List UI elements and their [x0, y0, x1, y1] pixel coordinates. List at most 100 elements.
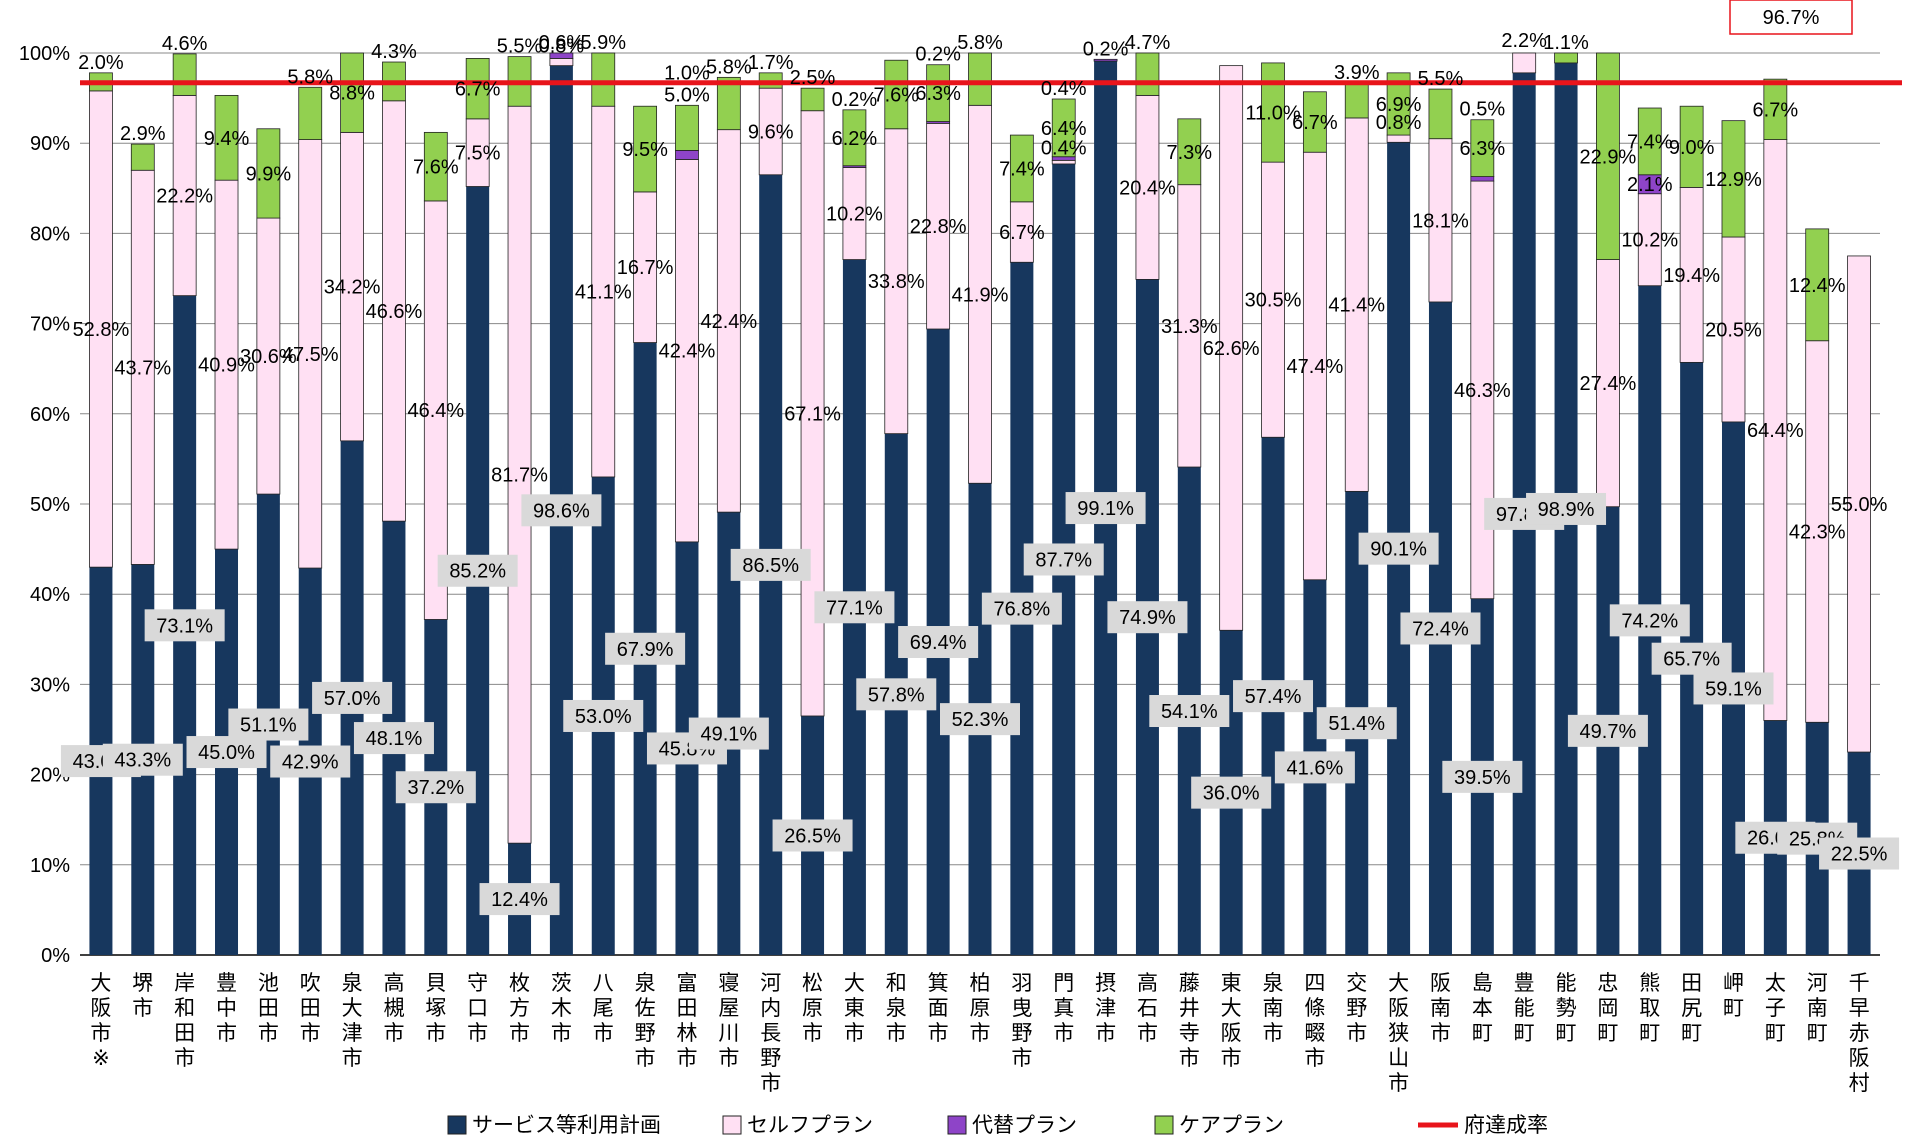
- data-label-self: 41.9%: [952, 284, 1009, 306]
- category-label-char: 曳: [1011, 996, 1032, 1020]
- data-label-care: 5.0%: [664, 84, 710, 106]
- category-label-char: ※: [92, 1046, 110, 1070]
- data-label-care: 9.5%: [622, 139, 668, 161]
- data-label-bg: [1274, 751, 1355, 784]
- bar-segment: [675, 104, 699, 151]
- category-label-char: 貝: [425, 971, 446, 995]
- data-label-bg: [940, 703, 1020, 736]
- category-label-char: 津: [1095, 996, 1116, 1020]
- data-label-bg: [395, 771, 476, 804]
- data-label-alt: 0.5%: [1460, 99, 1506, 121]
- category-label-char: 槻: [383, 996, 404, 1020]
- bar-segment: [926, 64, 951, 122]
- data-label-bg: [1567, 714, 1648, 747]
- data-label-self: 7.5%: [455, 143, 501, 165]
- category-label-char: 市: [1137, 1021, 1158, 1045]
- data-label-care: 9.9%: [246, 163, 292, 185]
- data-label-alt: 1.0%: [664, 62, 710, 84]
- data-label-service: 54.1%: [1161, 701, 1218, 723]
- bar-segment: [884, 59, 909, 130]
- bar-segment: [1261, 62, 1285, 163]
- category-label-char: 茨: [551, 971, 572, 995]
- bar-segment: [1219, 65, 1244, 631]
- category-label-char: 吹: [300, 971, 321, 995]
- data-label-bg: [688, 717, 769, 750]
- data-label-service: 98.6%: [533, 500, 590, 522]
- category-label-char: 大: [90, 971, 111, 995]
- category-label-char: 方: [509, 996, 530, 1020]
- data-label-bg: [1149, 695, 1230, 728]
- category-label-char: 泉: [342, 971, 363, 995]
- data-label-care: 7.3%: [1167, 142, 1213, 164]
- category-label-char: 寝: [718, 971, 739, 995]
- bar-segment: [549, 58, 574, 67]
- category-label-char: 松: [802, 971, 823, 995]
- bar-segment: [423, 131, 448, 202]
- data-label-service: 67.9%: [617, 639, 674, 661]
- category-label-char: 岸: [174, 971, 195, 995]
- category-label-char: 野: [1011, 1021, 1032, 1045]
- data-label-self: 62.6%: [1203, 338, 1260, 360]
- category-label-char: 田: [1681, 971, 1702, 995]
- category-label-char: 市: [90, 1021, 111, 1045]
- data-label-care: 22.9%: [1580, 146, 1637, 168]
- category-label-char: 市: [1304, 1046, 1325, 1070]
- category-label-char: 豊: [1514, 971, 1535, 995]
- data-label-self: 46.6%: [366, 301, 423, 323]
- category-label-char: 町: [1765, 1021, 1786, 1045]
- data-label-self: 6.7%: [999, 222, 1045, 244]
- bar-segment: [1805, 228, 1830, 342]
- reference-value-label: 96.7%: [1763, 7, 1820, 29]
- data-label-service: 77.1%: [826, 597, 883, 619]
- data-label-bg: [270, 745, 351, 778]
- category-label-char: 畷: [1304, 1021, 1325, 1045]
- category-label-char: 八: [593, 971, 614, 995]
- category-label-char: 大: [1221, 996, 1242, 1020]
- category-label-char: 摂: [1095, 971, 1116, 995]
- data-label-bg: [730, 548, 811, 581]
- category-label-char: 千: [1849, 971, 1870, 995]
- category-label-char: 泉: [1263, 971, 1284, 995]
- data-label-self: 20.5%: [1705, 319, 1762, 341]
- data-label-service: 22.5%: [1831, 844, 1888, 866]
- category-label-char: 原: [970, 996, 991, 1020]
- bar-segment: [1428, 88, 1453, 140]
- data-label-self: 42.4%: [700, 311, 757, 333]
- data-label-bg: [102, 743, 183, 776]
- data-label-bg: [144, 609, 225, 642]
- data-label-service: 49.7%: [1580, 721, 1637, 743]
- data-label-care: 4.3%: [371, 41, 417, 63]
- data-label-service: 85.2%: [449, 561, 506, 583]
- bar-segment: [1386, 134, 1411, 143]
- bar-segment: [340, 52, 364, 133]
- category-label-char: 大: [342, 996, 363, 1020]
- category-label-char: 池: [258, 971, 279, 995]
- data-label-self: 0.8%: [1376, 112, 1422, 134]
- category-label-char: 内: [760, 996, 781, 1020]
- category-label-char: 和: [174, 996, 195, 1020]
- bar-segment: [675, 150, 699, 160]
- bar-segment: [1512, 52, 1537, 74]
- bar-segment: [1763, 78, 1788, 140]
- data-labels: 43.0%52.8%2.0%43.3%43.7%2.9%73.1%22.2%4.…: [60, 30, 1900, 916]
- category-label-char: 能: [1514, 996, 1535, 1020]
- data-label-self: 31.3%: [1161, 316, 1218, 338]
- category-label-char: 市: [676, 1046, 697, 1070]
- category-label-char: 子: [1765, 996, 1786, 1020]
- data-label-self: 18.1%: [1412, 210, 1469, 232]
- data-label-self: 41.4%: [1328, 295, 1385, 317]
- category-label-char: 市: [342, 1046, 363, 1070]
- data-label-self: 27.4%: [1580, 373, 1637, 395]
- category-label-char: 野: [635, 1021, 656, 1045]
- category-label-char: 佐: [635, 996, 656, 1020]
- data-label-bg: [186, 736, 267, 769]
- data-label-service: 51.4%: [1328, 713, 1385, 735]
- data-label-bg: [1023, 543, 1104, 576]
- y-tick-label: 20%: [30, 765, 70, 787]
- bar-segment: [716, 76, 741, 131]
- data-label-alt: 0.6%: [539, 32, 585, 54]
- category-label-char: 市: [383, 1021, 404, 1045]
- data-label-self: 22.8%: [910, 216, 967, 238]
- category-label-char: 條: [1304, 996, 1325, 1020]
- data-label-self: 0.8%: [539, 35, 585, 57]
